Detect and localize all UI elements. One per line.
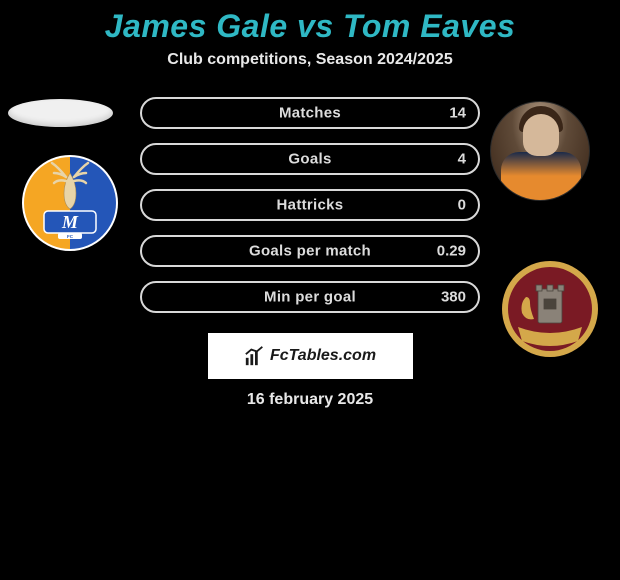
stat-label: Goals per match xyxy=(249,243,371,260)
stat-value-right: 14 xyxy=(449,105,466,122)
comparison-area: M FC xyxy=(0,97,620,409)
svg-text:FC: FC xyxy=(67,234,74,239)
stat-row-goals-per-match: Goals per match 0.29 xyxy=(140,235,480,267)
attribution-box: FcTables.com xyxy=(208,333,413,379)
stat-row-hattricks: Hattricks 0 xyxy=(140,189,480,221)
stat-value-right: 4 xyxy=(458,151,466,168)
footer-date: 16 february 2025 xyxy=(0,391,620,409)
svg-text:M: M xyxy=(61,212,79,232)
stats-list: Matches 14 Goals 4 Hattricks 0 Goals per… xyxy=(140,97,480,313)
stat-value-right: 0.29 xyxy=(437,243,466,260)
right-club-crest xyxy=(500,259,600,359)
stat-label: Hattricks xyxy=(277,197,344,214)
stat-row-matches: Matches 14 xyxy=(140,97,480,129)
stat-label: Min per goal xyxy=(264,289,356,306)
left-placeholder-oval xyxy=(8,99,113,127)
chart-icon xyxy=(244,345,266,367)
stat-label: Matches xyxy=(279,105,341,122)
player-photo xyxy=(490,101,590,201)
page-subtitle: Club competitions, Season 2024/2025 xyxy=(0,51,620,69)
stat-row-goals: Goals 4 xyxy=(140,143,480,175)
attribution-text: FcTables.com xyxy=(270,347,376,365)
left-club-crest: M FC xyxy=(20,153,120,253)
stat-row-min-per-goal: Min per goal 380 xyxy=(140,281,480,313)
stat-value-right: 0 xyxy=(458,197,466,214)
stat-value-right: 380 xyxy=(441,289,466,306)
page-title: James Gale vs Tom Eaves xyxy=(0,8,620,45)
stat-label: Goals xyxy=(288,151,331,168)
